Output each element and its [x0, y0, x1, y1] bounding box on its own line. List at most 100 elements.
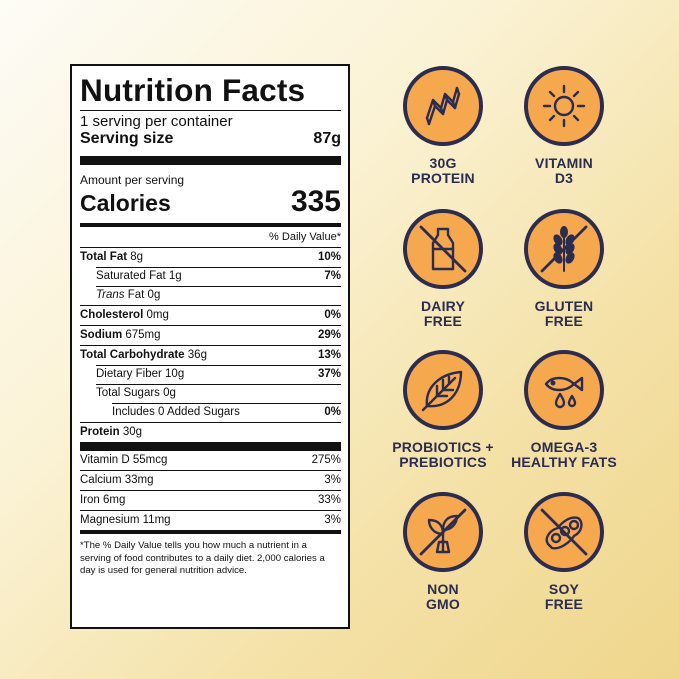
badge-label-line: GLUTEN — [534, 298, 594, 314]
vitamin-name: Vitamin D 55mcg — [80, 454, 168, 466]
vitamin-dv: 275% — [311, 454, 341, 466]
badge-soy-free: SOY FREE — [499, 492, 629, 612]
nutrient-row: Total Fat 8g 10% — [80, 247, 341, 267]
nutrient-name: Total Carbohydrate — [80, 349, 185, 361]
nutrient-amount: 1g — [168, 270, 182, 282]
badge-label-line: PREBIOTICS — [399, 454, 487, 470]
badge-label-line: DAIRY — [420, 298, 466, 314]
nutrient-name: Protein — [80, 426, 120, 438]
badge-label: NON GMO — [378, 582, 508, 612]
badge-label-line: NON — [427, 581, 459, 597]
nutrient-row: Total Carbohydrate 36g 13% — [80, 345, 341, 365]
badge-label-line: GMO — [425, 596, 461, 612]
badge-label: SOY FREE — [499, 582, 629, 612]
sun-icon — [542, 84, 586, 128]
badge-label-line: D3 — [554, 170, 574, 186]
badge-circle — [524, 209, 604, 289]
divider — [80, 110, 341, 111]
vitamin-name: Iron 6mg — [80, 494, 126, 506]
nutrient-dv: 29% — [317, 329, 341, 341]
nutrition-facts-label: Nutrition Facts 1 serving per container … — [70, 64, 350, 629]
badge-circle — [524, 66, 604, 146]
nutrient-row: Protein 30g — [80, 422, 341, 442]
nutrient-row: Saturated Fat 1g 7% — [80, 267, 341, 286]
daily-value-footnote: *The % Daily Value tells you how much a … — [80, 540, 325, 576]
calories-label: Calories — [80, 190, 171, 216]
vitamin-dv: 3% — [324, 514, 341, 526]
vitamin-dv: 33% — [317, 494, 341, 506]
badge-omega-3: OMEGA-3 HEALTHY FATS — [499, 350, 629, 470]
daily-value-header: % Daily Value* — [269, 231, 341, 243]
fish-icon — [544, 376, 584, 409]
badge-label-line: PROBIOTICS + — [392, 439, 494, 455]
badge-vitamin-d3: VITAMIN D3 — [499, 66, 629, 186]
nutrient-name: Total Sugars — [96, 387, 160, 399]
nutrient-amount: 10g — [165, 368, 185, 380]
badge-circle — [403, 209, 483, 289]
milk-bottle-icon — [419, 225, 467, 273]
badge-circle — [403, 492, 483, 572]
soybean-icon — [540, 508, 588, 556]
badge-label-line: PROTEIN — [411, 170, 475, 186]
nutrient-dv: 10% — [317, 251, 341, 263]
nutrient-dv: 0% — [324, 406, 341, 418]
nutrient-name: Sodium — [80, 329, 123, 341]
nutrient-dv: 7% — [324, 270, 341, 282]
badge-label-line: FREE — [423, 313, 463, 329]
wheat-icon — [540, 225, 588, 273]
nutrient-name: Cholesterol — [80, 309, 144, 321]
badge-label-line: OMEGA-3 — [530, 439, 598, 455]
nutrient-row: Cholesterol 0mg 0% — [80, 305, 341, 325]
vitamin-dv: 3% — [324, 474, 341, 486]
calories-row: Calories 335 — [80, 185, 341, 219]
badge-label-line: HEALTHY FATS — [511, 454, 617, 470]
badge-label: 30G PROTEIN — [378, 156, 508, 186]
badge-label: OMEGA-3 HEALTHY FATS — [499, 440, 629, 470]
nutrient-name: Saturated Fat — [96, 270, 166, 282]
vitamin-name: Calcium 33mg — [80, 474, 154, 486]
divider — [80, 530, 341, 534]
badge-dairy-free: DAIRY FREE — [378, 209, 508, 329]
divider — [80, 223, 341, 227]
vitamin-name: Magnesium 11mg — [80, 514, 171, 526]
nutrient-amount: 675mg — [125, 329, 161, 341]
serving-size-row: Serving size 87g — [80, 130, 341, 148]
nutrient-amount: 36g — [187, 349, 207, 361]
badge-label-line: SOY — [548, 581, 580, 597]
leaf-icon — [421, 370, 463, 412]
badge-label: DAIRY FREE — [378, 299, 508, 329]
vitamin-row: Vitamin D 55mcg 275% — [80, 451, 341, 470]
protein-icon — [425, 86, 461, 126]
vitamin-row: Iron 6mg 33% — [80, 490, 341, 510]
serving-size-value: 87g — [313, 130, 341, 147]
nutrient-amount: 0g — [163, 387, 176, 399]
nutrient-amount: 30g — [122, 426, 143, 438]
sprout-icon — [419, 508, 467, 556]
nutrient-amount: 0mg — [146, 309, 169, 321]
badge-gluten-free: GLUTEN FREE — [499, 209, 629, 329]
servings-per-container: 1 serving per container — [80, 113, 233, 130]
nutrient-name: Trans — [96, 289, 125, 301]
divider — [80, 442, 341, 451]
calories-value: 335 — [290, 185, 341, 218]
badge-circle — [524, 492, 604, 572]
nutrient-name: Total Fat — [80, 251, 128, 263]
nutrient-name: Dietary Fiber — [96, 368, 162, 380]
vitamin-row: Magnesium 11mg 3% — [80, 510, 341, 530]
badge-circle — [403, 66, 483, 146]
badge-label-line: 30G — [429, 155, 457, 171]
badge-label-line: FREE — [544, 313, 584, 329]
vitamin-row: Calcium 33mg 3% — [80, 470, 341, 490]
nutrient-row: Dietary Fiber 10g 37% — [80, 365, 341, 384]
badge-protein: 30G PROTEIN — [378, 66, 508, 186]
nutrient-dv: 0% — [324, 309, 341, 321]
nutrition-facts-title: Nutrition Facts — [80, 72, 306, 108]
nutrient-amount: Fat 0g — [127, 289, 161, 301]
badge-probiotics: PROBIOTICS + PREBIOTICS — [378, 350, 508, 470]
badge-circle — [403, 350, 483, 430]
nutrient-row: Total Sugars 0g — [80, 384, 341, 403]
badge-label-line: VITAMIN — [535, 155, 593, 171]
serving-size-label: Serving size — [80, 130, 174, 147]
nutrient-amount: 8g — [130, 251, 144, 263]
nutrient-dv: 37% — [317, 368, 341, 380]
